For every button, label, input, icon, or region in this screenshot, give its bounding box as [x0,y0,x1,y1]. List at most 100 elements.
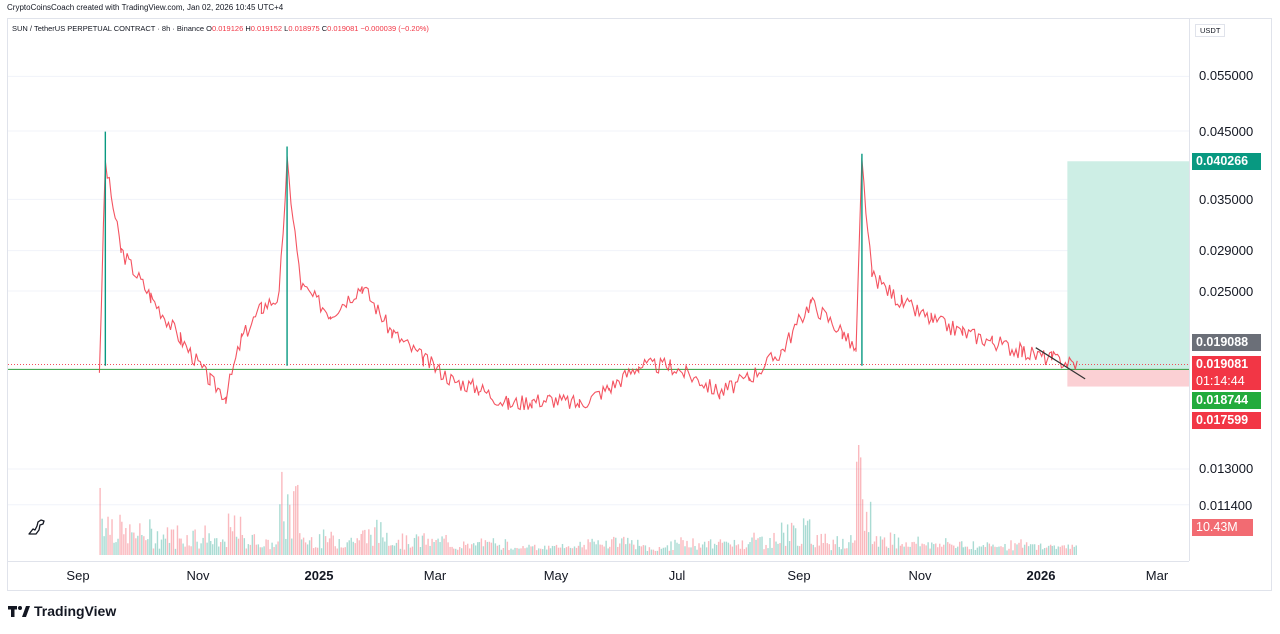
volume-bar [941,546,943,555]
volume-bar [633,544,635,555]
volume-bar [267,539,269,555]
volume-bar [241,534,244,555]
price-axis[interactable] [1189,19,1272,561]
volume-bar [178,538,181,555]
volume-bar [302,537,305,555]
volume-bar [291,538,293,555]
volume-bar [324,536,327,555]
volume-bar [757,538,759,555]
volume-bar [1016,544,1018,555]
volume-bar [530,546,532,555]
chart-frame [7,18,1272,591]
volume-bar [306,544,309,555]
volume-bar [652,549,655,555]
volume-bar [348,540,350,555]
time-label: 2026 [1026,568,1056,583]
volume-bar [871,544,874,555]
volume-bar [498,544,501,555]
volume-bar [1063,545,1065,555]
volume-bar [623,536,625,555]
volume-bar [905,542,907,555]
volume-bar [859,457,862,555]
volume-bar [585,549,587,555]
volume-bar [601,544,603,555]
time-label: Nov [908,568,932,583]
volume-bar [253,534,256,555]
volume-bar [360,533,362,555]
volume-bar [810,543,812,555]
brand-name: TradingView [34,603,117,619]
volume-bar [589,542,591,555]
volume-bar [390,545,392,555]
volume-bar [670,541,672,555]
close-value: 0.019081 [327,24,359,33]
volume-bar [725,541,728,555]
volume-bar [105,528,107,555]
volume-bar [362,530,364,555]
volume-bar [455,548,457,555]
volume-bar [399,548,402,555]
volume-bar [210,541,212,555]
volume-bar [883,537,886,555]
volume-bar [672,550,674,555]
volume-bar [350,537,352,555]
volume-bar [1006,550,1008,555]
volume-bar [818,545,820,555]
volume-bar [172,529,175,555]
symbol-title[interactable]: SUN / TetherUS PERPETUAL CONTRACT · 8h ·… [12,24,205,33]
volume-bar [490,542,493,555]
volume-bar [780,522,783,555]
volume-bar [143,536,145,555]
volume-bar [990,546,993,555]
volume-bar [194,529,196,555]
volume-bar [907,546,909,555]
price-tick: 0.029000 [1199,243,1254,258]
volume-bar [526,547,528,555]
volume-bar [156,531,159,555]
volume-bar [135,538,137,555]
open-label: O [206,24,212,33]
volume-bar [686,540,688,555]
volume-bar [565,547,568,555]
volume-bar [771,547,773,555]
volume-bar [755,539,757,555]
volume-bar [885,546,888,555]
volume-bar [621,538,623,555]
time-axis[interactable] [8,561,1189,591]
volume-bar [887,547,890,555]
volume-bar [216,538,218,555]
volume-bar [239,516,242,555]
volume-bar [875,536,878,555]
volume-bar [607,548,609,555]
volume-bar [192,530,194,555]
volume-bar [435,540,437,555]
price-tick: 0.055000 [1199,68,1254,83]
volume-bar [425,544,427,555]
volume-bar [287,494,289,555]
volume-bar [463,541,465,555]
volume-bar [731,546,734,555]
volume-bar [1023,544,1026,555]
volume-bar [544,545,546,555]
currency-button[interactable]: USDT [1195,24,1226,37]
volume-bar [972,541,975,555]
volume-bar [850,535,852,555]
price-tick: 0.035000 [1199,192,1254,207]
target-zone [1067,161,1189,370]
volume-bar [857,445,860,555]
volume-bar [1047,545,1050,555]
volume-bar [299,533,301,555]
volume-bar [344,547,346,555]
volume-bar [642,545,645,555]
volume-bar [273,547,275,555]
volume-bar [729,544,732,555]
volume-bar [597,540,599,555]
volume-bar [176,525,179,555]
chart-plot-area[interactable] [8,19,1189,561]
volume-bar [459,547,461,555]
price-tick: 0.045000 [1199,124,1254,139]
volume-bar [401,533,404,555]
tradingview-logo[interactable]: TradingView [8,603,116,619]
volume-bar [312,548,315,555]
volume-bar [654,550,657,555]
